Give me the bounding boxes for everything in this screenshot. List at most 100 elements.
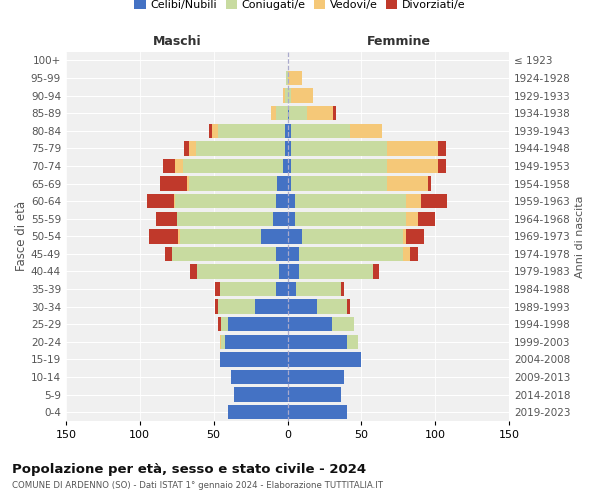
Bar	[160, 176, 187, 191]
Bar	[197, 264, 278, 278]
Bar	[421, 194, 447, 208]
Bar	[403, 229, 406, 244]
Bar	[438, 159, 446, 173]
Bar	[317, 300, 347, 314]
Bar	[347, 300, 350, 314]
Bar	[289, 106, 307, 120]
Bar	[278, 264, 287, 278]
Bar	[286, 71, 287, 86]
Bar	[156, 212, 177, 226]
Bar	[386, 141, 438, 156]
Bar	[287, 300, 317, 314]
Bar	[295, 194, 406, 208]
Bar	[229, 405, 287, 419]
Bar	[290, 159, 386, 173]
Bar	[221, 334, 226, 349]
Bar	[188, 141, 196, 156]
Bar	[220, 282, 276, 296]
Bar	[179, 229, 261, 244]
Bar	[190, 264, 197, 278]
Text: Femmine: Femmine	[367, 35, 430, 48]
Bar	[307, 106, 334, 120]
Bar	[218, 300, 255, 314]
Bar	[410, 246, 418, 261]
Bar	[226, 334, 287, 349]
Bar	[215, 300, 218, 314]
Bar	[347, 334, 358, 349]
Bar	[341, 282, 344, 296]
Bar	[350, 124, 382, 138]
Bar	[287, 246, 299, 261]
Bar	[406, 194, 421, 208]
Bar	[287, 194, 295, 208]
Bar	[196, 141, 284, 156]
Bar	[287, 176, 290, 191]
Bar	[386, 176, 428, 191]
Bar	[284, 88, 287, 103]
Bar	[229, 317, 287, 332]
Bar	[235, 388, 287, 402]
Y-axis label: Anni di nascita: Anni di nascita	[575, 195, 585, 278]
Bar	[212, 124, 218, 138]
Bar	[276, 194, 287, 208]
Bar	[373, 264, 379, 278]
Bar	[418, 212, 436, 226]
Text: Popolazione per età, sesso e stato civile - 2024: Popolazione per età, sesso e stato civil…	[12, 462, 366, 475]
Bar	[276, 246, 287, 261]
Bar	[287, 264, 299, 278]
Bar	[287, 88, 290, 103]
Bar	[287, 229, 302, 244]
Bar	[284, 124, 287, 138]
Bar	[290, 124, 350, 138]
Bar	[428, 176, 431, 191]
Bar	[172, 246, 276, 261]
Bar	[283, 159, 287, 173]
Bar	[287, 334, 347, 349]
Bar	[232, 370, 287, 384]
Bar	[178, 229, 179, 244]
Bar	[299, 264, 373, 278]
Text: Maschi: Maschi	[152, 35, 201, 48]
Bar	[174, 194, 175, 208]
Bar	[209, 124, 212, 138]
Bar	[182, 159, 283, 173]
Bar	[218, 124, 284, 138]
Bar	[302, 229, 403, 244]
Bar	[276, 282, 287, 296]
Bar	[276, 106, 287, 120]
Bar	[221, 317, 229, 332]
Bar	[287, 282, 296, 296]
Bar	[334, 106, 337, 120]
Bar	[273, 212, 287, 226]
Bar	[406, 212, 418, 226]
Bar	[287, 405, 347, 419]
Bar	[332, 317, 354, 332]
Bar	[287, 124, 290, 138]
Bar	[295, 212, 406, 226]
Bar	[215, 282, 220, 296]
Bar	[287, 388, 341, 402]
Bar	[287, 370, 344, 384]
Bar	[287, 71, 302, 86]
Text: COMUNE DI ARDENNO (SO) - Dati ISTAT 1° gennaio 2024 - Elaborazione TUTTITALIA.IT: COMUNE DI ARDENNO (SO) - Dati ISTAT 1° g…	[12, 482, 383, 490]
Bar	[149, 229, 178, 244]
Bar	[299, 246, 403, 261]
Bar	[175, 159, 182, 173]
Bar	[184, 141, 188, 156]
Bar	[287, 352, 361, 366]
Bar	[287, 159, 290, 173]
Bar	[188, 176, 277, 191]
Bar	[163, 159, 175, 173]
Legend: Celibi/Nubili, Coniugati/e, Vedovi/e, Divorziati/e: Celibi/Nubili, Coniugati/e, Vedovi/e, Di…	[130, 0, 470, 15]
Bar	[290, 141, 386, 156]
Bar	[187, 176, 188, 191]
Bar	[287, 212, 295, 226]
Bar	[287, 106, 289, 120]
Bar	[403, 246, 410, 261]
Bar	[261, 229, 287, 244]
Bar	[406, 229, 424, 244]
Bar	[296, 282, 341, 296]
Bar	[175, 194, 276, 208]
Bar	[177, 212, 273, 226]
Bar	[283, 88, 284, 103]
